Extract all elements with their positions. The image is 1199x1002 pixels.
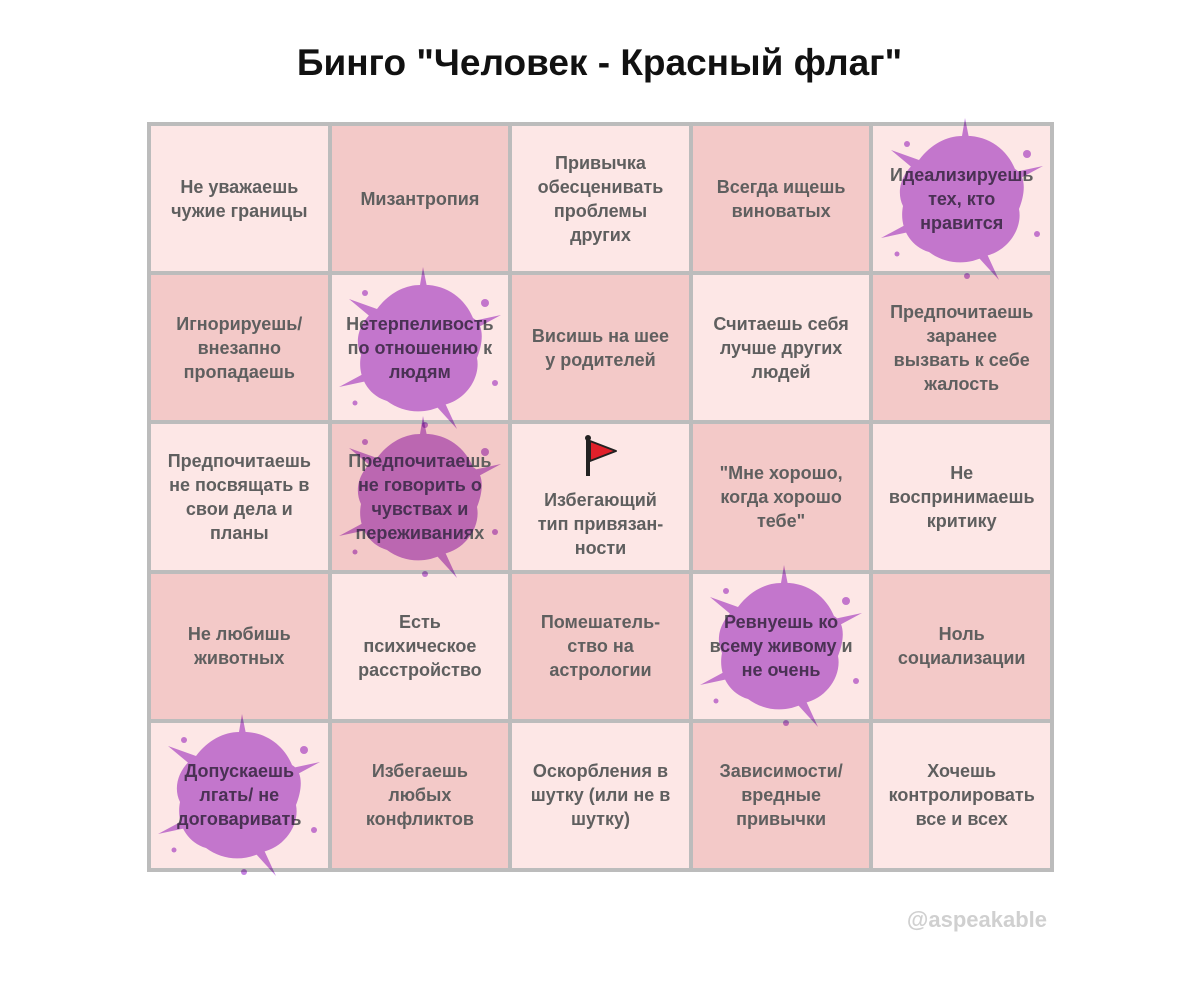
bingo-cell-text: Не любишь животных — [187, 624, 291, 669]
bingo-cell-text: Ноль социализации — [897, 624, 1026, 669]
page-title: Бинго "Человек - Красный флаг" — [296, 42, 903, 83]
bingo-cell-text: Не уважаешь чужие границы — [171, 176, 308, 221]
bingo-cell-text: Есть психическое расстройство — [358, 612, 482, 681]
bingo-cell-text: Оскорбления в шутку (или не в шутку) — [530, 761, 671, 830]
bingo-cell[interactable]: Нетерпеливость по отношению к людям — [331, 266, 509, 429]
bingo-cell-text: Допускаешь лгать/ не договаривать — [177, 761, 302, 830]
bingo-cell[interactable]: Зависимости/ вредные привычки — [692, 722, 870, 868]
bingo-cell[interactable]: Не любишь животных — [151, 573, 328, 719]
bingo-cell[interactable]: Всегда ищешь виноватых — [692, 126, 870, 272]
bingo-cell-text: Не воспринимаешь критику — [888, 462, 1035, 531]
bingo-cell-text: Считаешь себя лучше других людей — [713, 313, 849, 382]
bingo-cell[interactable]: Ноль социализации — [873, 573, 1050, 719]
bingo-cell-text: Игнорируешь/ внезапно пропадаешь — [176, 313, 303, 382]
bingo-cell-text: Предпочитаешь не говорить о чувствах и п… — [348, 450, 492, 543]
bingo-cell-text: Избегаешь любых конфликтов — [365, 761, 474, 830]
bingo-grid: Не уважаешь чужие границы Мизантропия Прив… — [147, 117, 1054, 877]
bingo-cell[interactable]: Помешатель- ство на астрологии — [512, 573, 689, 719]
bingo-cell[interactable]: Висишь на шее у родителей — [512, 275, 689, 421]
bingo-cell[interactable]: Не уважаешь чужие границы — [151, 126, 328, 272]
bingo-cell-text: Мизантропия — [360, 188, 480, 209]
bingo-cell[interactable]: Предпочитаешь не посвящать в свои дела и… — [151, 424, 328, 570]
bingo-cell[interactable]: Избегаешь любых конфликтов — [331, 722, 509, 868]
bingo-cell-text: Нетерпеливость по отношению к людям — [346, 313, 494, 382]
bingo-cell[interactable]: Допускаешь лгать/ не договаривать — [151, 714, 328, 877]
bingo-cell[interactable]: Оскорбления в шутку (или не в шутку) — [512, 722, 689, 868]
bingo-cell[interactable]: Избегающий тип привязан- ности — [512, 424, 689, 570]
bingo-cell-text: Идеализируешь тех, кто нравится — [889, 164, 1034, 233]
bingo-cell[interactable]: Предпочитаешь заранее вызвать к себе жал… — [873, 275, 1050, 421]
bingo-cell-text: Ревнуешь ко всему живому и не очень — [709, 612, 853, 681]
bingo-cell-text: Предпочитаешь не посвящать в свои дела и… — [167, 450, 311, 543]
bingo-cell[interactable]: Мизантропия — [331, 126, 509, 272]
bingo-cell-text: Всегда ищешь виноватых — [716, 176, 846, 221]
bingo-cell[interactable]: Хочешь контролировать все и всех — [873, 722, 1050, 868]
bingo-cell[interactable]: "Мне хорошо, когда хорошо тебе" — [692, 424, 870, 570]
watermark: @aspeakable — [906, 907, 1047, 932]
bingo-cell[interactable]: Не воспринимаешь критику — [873, 424, 1050, 570]
bingo-cell[interactable]: Предпочитаешь не говорить о чувствах и п… — [331, 415, 509, 578]
bingo-cell-text: Висишь на шее у родителей — [531, 325, 670, 370]
bingo-cell[interactable]: Идеализируешь тех, кто нравится — [873, 117, 1050, 280]
bingo-cell[interactable]: Игнорируешь/ внезапно пропадаешь — [151, 275, 328, 421]
bingo-cell-text: Зависимости/ вредные привычки — [719, 761, 843, 830]
bingo-cell-text: Привычка обесценивать проблемы других — [537, 152, 664, 245]
bingo-cell-text: Помешатель- ство на астрологии — [540, 612, 661, 681]
bingo-cell-text: Предпочитаешь заранее вызвать к себе жал… — [890, 301, 1034, 394]
bingo-cell[interactable]: Привычка обесценивать проблемы других — [512, 126, 689, 272]
bingo-cell-text: Хочешь контролировать все и всех — [888, 761, 1035, 830]
bingo-cell[interactable]: Есть психическое расстройство — [331, 573, 509, 719]
bingo-cell-text: Избегающий тип привязан- ности — [537, 489, 664, 558]
bingo-cell[interactable]: Считаешь себя лучше других людей — [692, 275, 870, 421]
red-flag-icon — [580, 434, 620, 488]
bingo-cell-text: "Мне хорошо, когда хорошо тебе" — [719, 462, 843, 531]
bingo-cell[interactable]: Ревнуешь ко всему живому и не очень — [692, 565, 870, 728]
